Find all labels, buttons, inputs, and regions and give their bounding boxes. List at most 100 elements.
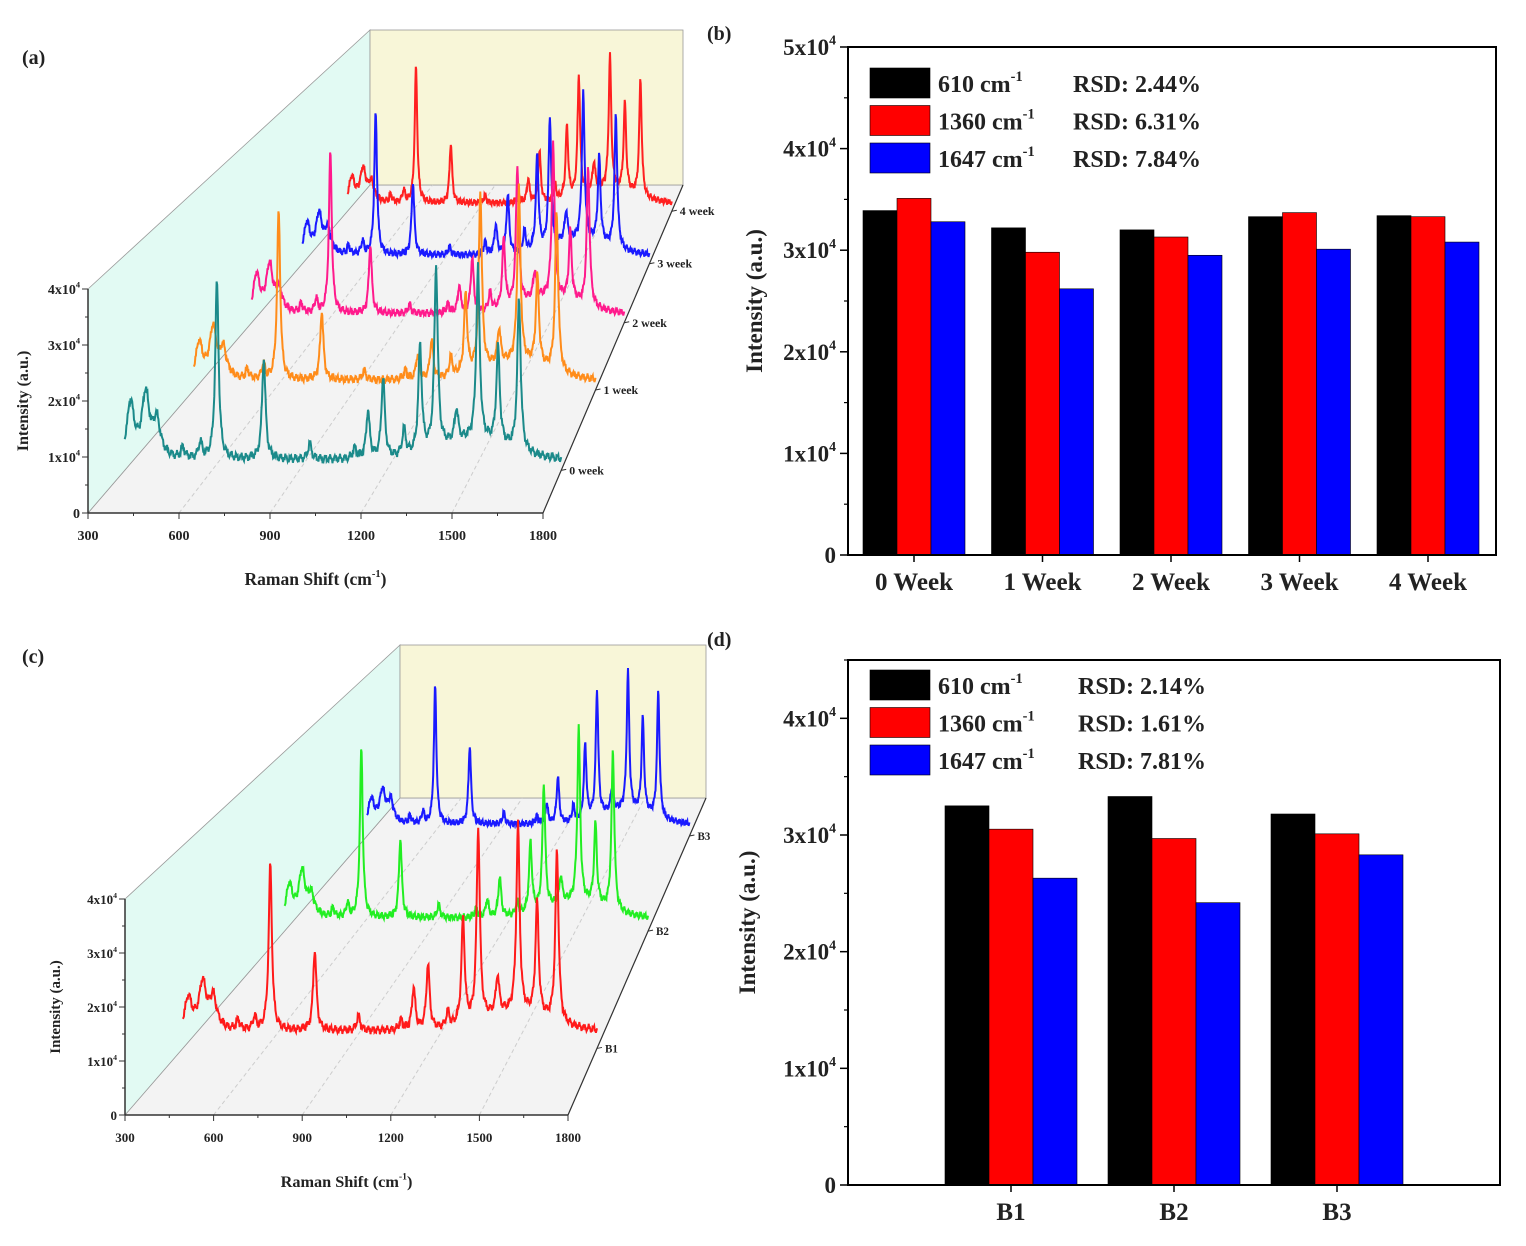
bar-0-Week-0	[862, 210, 898, 556]
x-tick-label: 1500	[438, 529, 466, 544]
x-axis-title: Raman Shift (cm-1)	[245, 569, 387, 589]
depth-tick	[689, 834, 695, 837]
x-category-label: B3	[1322, 1199, 1351, 1226]
y-tick-label: 4x104	[48, 281, 81, 298]
spectrum-line-B3	[366, 667, 691, 830]
bar-2-Week-0	[1119, 229, 1155, 556]
bar-3-Week-0	[1248, 216, 1283, 556]
series-label: B1	[605, 1043, 618, 1055]
x-tick-label: 1200	[347, 529, 375, 544]
back-wall	[369, 29, 684, 186]
y-tick-label: 3x104	[87, 945, 117, 961]
series-label: B3	[697, 831, 710, 843]
x-category-label: 2 Week	[1132, 569, 1210, 596]
floor-gridline	[269, 184, 496, 514]
legend-rsd: RSD: 1.61%	[1078, 712, 1206, 738]
bar-1-Week-2	[1059, 288, 1094, 556]
y-tick-label: 0	[111, 1108, 118, 1123]
bar-B3-2	[1358, 854, 1404, 1186]
y-axis-title: Intensity (a.u.)	[15, 351, 32, 452]
depth-tick	[647, 929, 654, 932]
depth-tick	[624, 321, 630, 324]
spectrum-line-0-week	[123, 262, 563, 466]
x-tick-label: 600	[169, 529, 190, 544]
depth-tick	[595, 388, 601, 391]
bar-3-Week-1	[1282, 212, 1317, 556]
y-tick-label: 2x104	[783, 337, 836, 364]
x-category-label: 0 Week	[875, 569, 953, 596]
x-tick-label: 900	[292, 1130, 312, 1145]
legend-swatch	[869, 105, 931, 136]
depth-tick	[596, 1046, 603, 1049]
floor-gridline	[360, 184, 559, 514]
x-tick-label: 1800	[555, 1130, 581, 1145]
depth-tick	[561, 468, 567, 471]
y-tick-label: 3x104	[783, 821, 836, 848]
panel-label-b: (b)	[707, 23, 731, 45]
y-tick-label: 2x104	[48, 393, 81, 410]
y-tick-label: 1x104	[783, 439, 836, 466]
legend-rsd: RSD: 7.81%	[1078, 749, 1206, 775]
spectrum-line-B2	[283, 724, 649, 924]
legend-rsd: RSD: 6.31%	[1073, 110, 1201, 136]
legend-rsd: RSD: 2.44%	[1073, 72, 1201, 98]
x-tick-label: 1800	[529, 529, 557, 544]
spectrum-line-1-week	[192, 183, 597, 386]
back-wall	[399, 644, 707, 799]
y-tick-label: 3x104	[48, 337, 81, 354]
bar-B3-1	[1314, 833, 1360, 1186]
y-tick-label: 1x104	[48, 449, 81, 466]
series-label: 3 week	[657, 257, 692, 271]
series-label: 4 week	[680, 204, 715, 218]
legend-swatch	[869, 707, 931, 738]
bar-1-Week-1	[1025, 251, 1060, 556]
y-tick-label: 4x104	[87, 891, 117, 907]
depth-axis	[567, 797, 707, 1116]
y-tick-label: 0	[825, 543, 837, 568]
legend-label: 1647 cm-1	[938, 144, 1035, 173]
bar-4-Week-1	[1410, 216, 1446, 556]
legend-swatch	[869, 142, 931, 174]
bar-2-Week-2	[1187, 254, 1223, 556]
legend-label: 1360 cm-1	[938, 709, 1035, 738]
x-tick-label: 600	[204, 1130, 224, 1145]
bar-B1-2	[1032, 877, 1078, 1186]
x-tick-label: 1500	[466, 1130, 492, 1145]
y-axis-title: Intensity (a.u.)	[48, 960, 64, 1053]
y-tick-label: 3x104	[783, 236, 836, 263]
depth-tick	[671, 209, 677, 212]
y-tick-label: 1x104	[87, 1053, 117, 1069]
y-tick-label: 5x104	[783, 33, 836, 60]
bar-0-Week-1	[896, 198, 932, 556]
bar-B1-1	[988, 828, 1034, 1186]
spectrum-line-3-week	[301, 89, 651, 261]
floor-gridline	[451, 184, 621, 514]
floor-gridline	[178, 184, 433, 514]
legend-swatch	[869, 669, 931, 701]
depth-tick	[649, 262, 655, 265]
legend-label: 1647 cm-1	[938, 746, 1035, 775]
panel-label-d: (d)	[707, 629, 731, 651]
panel-a-waterfall: 4 week 3 week 2 week 1 week 0 week 300 600 900 1…	[15, 29, 715, 589]
bar-0-Week-2	[930, 221, 966, 556]
x-tick-label: 300	[115, 1130, 135, 1145]
y-tick-label: 4x104	[783, 704, 836, 731]
panel-b-bar-chart: 0 Week 1 Week 2 Week 3 Week 4 Week 0 1x104 2x10…	[742, 33, 1497, 596]
y-tick-label: 1x104	[783, 1054, 836, 1081]
plot-frame	[847, 659, 1501, 1186]
floor-gridline	[301, 797, 523, 1116]
y-tick-label: 2x104	[87, 999, 117, 1015]
bar-1-Week-0	[991, 227, 1026, 556]
x-tick-label: 1200	[378, 1130, 404, 1145]
bar-B2-0	[1107, 796, 1153, 1186]
bar-4-Week-2	[1444, 241, 1480, 556]
x-category-label: 1 Week	[1003, 569, 1081, 596]
panel-d-bar-chart: B1 B2 B3 0 1x104 2x104 3x104 4x104 Intensity (a.…	[735, 659, 1501, 1226]
bar-2-Week-1	[1153, 236, 1189, 556]
x-category-label: 4 Week	[1389, 569, 1467, 596]
legend-swatch	[869, 67, 931, 99]
y-tick-label: 2x104	[783, 937, 836, 964]
bar-4-Week-0	[1376, 215, 1412, 556]
bar-B1-0	[944, 805, 990, 1186]
